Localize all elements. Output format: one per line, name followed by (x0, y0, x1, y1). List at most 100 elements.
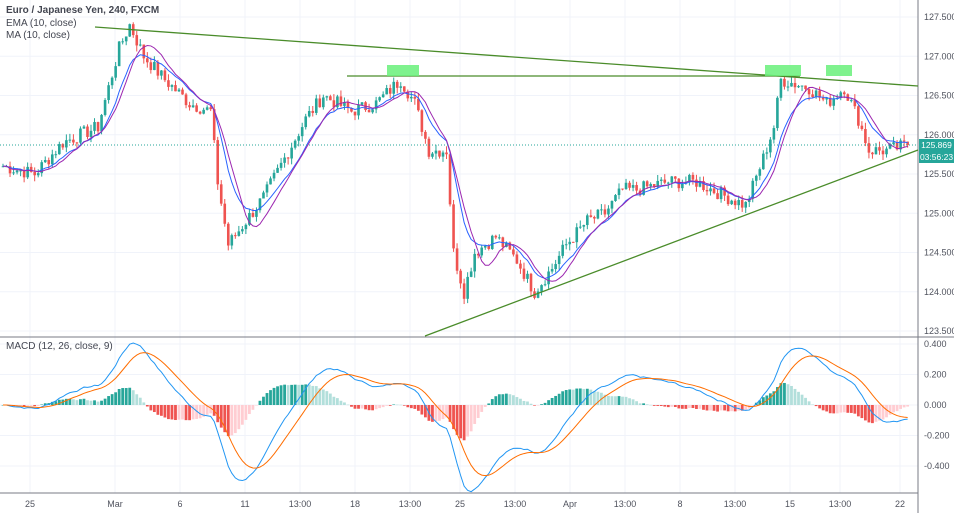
macd-histogram-bar (300, 384, 304, 405)
macd-histogram-bar (906, 405, 910, 407)
macd-histogram-bar (554, 395, 558, 405)
macd-histogram-bar (75, 400, 79, 405)
macd-histogram-bar (233, 405, 237, 434)
candle-body (307, 110, 311, 117)
macd-histogram-bar (902, 405, 906, 408)
macd-histogram-bar (607, 395, 610, 405)
candle-body (666, 182, 670, 184)
candle-body (540, 285, 543, 292)
macd-histogram-bar (652, 405, 656, 406)
candle-body (494, 235, 498, 238)
candle-body (480, 247, 484, 256)
candle-body (286, 157, 290, 159)
macd-legend: MACD (12, 26, close, 9) (6, 341, 113, 352)
macd-histogram-bar (262, 396, 265, 405)
macd-histogram-bar (814, 405, 818, 407)
candle-body (740, 200, 744, 208)
candle-body (857, 106, 860, 126)
candle-body (234, 235, 237, 237)
macd-histogram-bar (779, 383, 783, 405)
macd-histogram-bar (663, 405, 667, 407)
macd-histogram-bar (82, 398, 86, 405)
candle-body (177, 89, 181, 92)
candle-body (329, 96, 332, 101)
resistance-zone (765, 65, 801, 76)
macd-histogram-bar (575, 388, 579, 405)
candle-body (487, 245, 491, 249)
price-axis-label: 123.500 (924, 326, 954, 336)
candle-body (311, 110, 315, 113)
candle-body (881, 150, 885, 155)
macd-histogram-bar (29, 405, 33, 406)
candle-body (43, 160, 47, 163)
macd-histogram-bar (656, 405, 660, 406)
macd-histogram-bar (318, 388, 322, 405)
candle-body (283, 157, 286, 163)
macd-histogram-bar (314, 386, 318, 405)
macd-histogram-bar (871, 405, 874, 424)
macd-histogram-bar (483, 405, 487, 407)
macd-histogram-bar (867, 405, 871, 423)
macd-histogram-bar (1, 405, 5, 406)
candle-body (744, 202, 748, 208)
candle-body (265, 184, 269, 193)
candle-body (586, 215, 589, 226)
macd-histogram-bar (131, 390, 135, 405)
macd-histogram-bar (811, 404, 814, 405)
macd-histogram-bar (22, 405, 26, 407)
macd-histogram-bar (874, 405, 878, 422)
resistance-zone (826, 65, 852, 76)
candle-body (332, 100, 336, 108)
macd-histogram-bar (536, 405, 540, 406)
candle-body (219, 184, 223, 204)
time-axis-label: 6 (177, 499, 182, 509)
macd-histogram-bar (864, 405, 867, 421)
macd-histogram-bar (431, 405, 434, 422)
candle-body (895, 142, 899, 150)
candle-body (424, 131, 427, 139)
macd-histogram-bar (526, 401, 529, 405)
candle-body (181, 89, 184, 95)
time-axis-label: 13:00 (724, 499, 747, 509)
candle-body (241, 229, 244, 232)
candle-body (786, 86, 790, 88)
macd-histogram-bar (508, 394, 512, 405)
time-axis-label: Apr (563, 499, 577, 509)
macd-histogram-bar (121, 388, 125, 405)
macd-histogram-bar (621, 396, 624, 405)
candle-body (452, 204, 455, 249)
macd-histogram-bar (839, 405, 843, 413)
macd-histogram-bar (156, 405, 160, 415)
macd-histogram-bar (825, 405, 829, 412)
macd-histogram-bar (617, 396, 621, 405)
macd-histogram-bar (730, 405, 734, 412)
candle-body (529, 273, 533, 292)
macd-histogram-bar (885, 405, 888, 418)
price-axis-label: 127.500 (924, 12, 954, 22)
macd-histogram-bar (487, 403, 491, 405)
candle-body (167, 80, 170, 87)
time-axis-label: 18 (350, 499, 360, 509)
candle-body (550, 269, 554, 272)
candle-body (512, 249, 515, 255)
time-axis-label: 13:00 (289, 499, 312, 509)
time-axis-label: 8 (677, 499, 682, 509)
candle-body (290, 147, 293, 159)
macd-histogram-bar (712, 405, 716, 411)
candle-body (878, 147, 881, 151)
macd-histogram-bar (856, 405, 860, 417)
candle-body (237, 231, 241, 236)
candle-body (15, 170, 19, 173)
macd-histogram-bar (283, 384, 286, 405)
macd-histogram-bar (33, 405, 37, 407)
candle-body (702, 181, 705, 191)
macd-histogram-bar (40, 404, 44, 405)
macd-histogram-bar (170, 405, 174, 420)
macd-histogram-bar (54, 401, 58, 405)
macd-histogram-bar (392, 404, 396, 405)
macd-histogram-bar (174, 405, 177, 421)
macd-histogram-bar (184, 405, 188, 421)
candle-body (811, 94, 814, 97)
candle-body (22, 170, 26, 178)
